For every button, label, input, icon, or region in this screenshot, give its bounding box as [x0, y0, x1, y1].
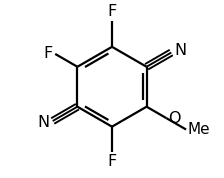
- Text: N: N: [174, 43, 187, 58]
- Text: F: F: [107, 4, 117, 19]
- Text: O: O: [168, 111, 180, 126]
- Text: N: N: [37, 115, 50, 130]
- Text: Me: Me: [187, 122, 210, 137]
- Text: F: F: [107, 155, 117, 169]
- Text: F: F: [44, 46, 53, 61]
